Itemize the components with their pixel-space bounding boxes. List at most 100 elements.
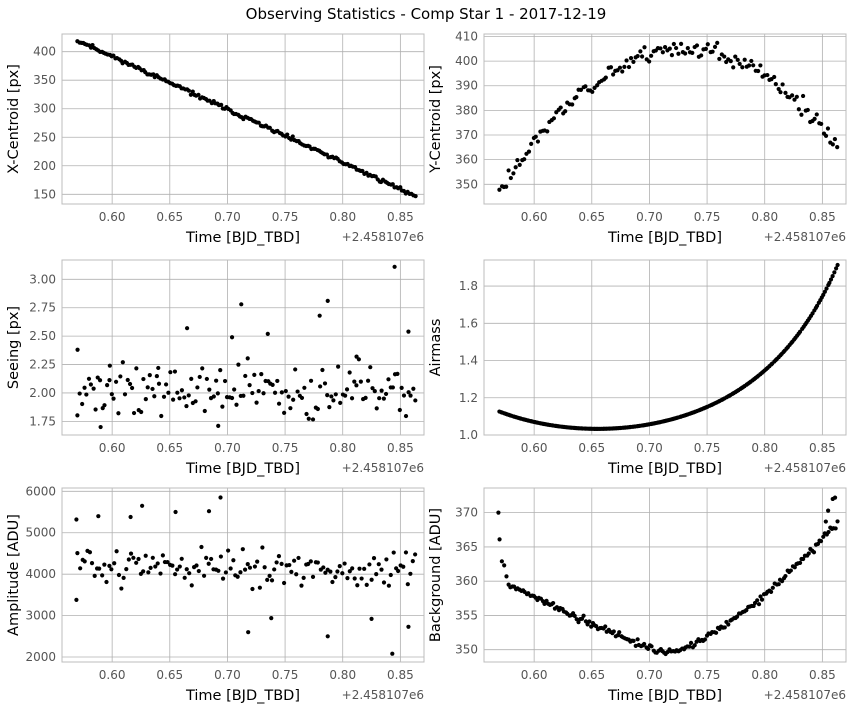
- data-point: [806, 108, 810, 112]
- data-point: [411, 559, 415, 563]
- data-point: [311, 575, 315, 579]
- x-tick-label: 0.70: [636, 441, 663, 455]
- data-point: [200, 366, 204, 370]
- x-tick-label: 0.75: [272, 441, 299, 455]
- data-point: [683, 51, 687, 55]
- data-point: [354, 383, 358, 387]
- data-point: [253, 564, 257, 568]
- data-point: [706, 42, 710, 46]
- y-tick-label: 370: [455, 506, 478, 520]
- data-point: [89, 382, 93, 386]
- data-point: [144, 554, 148, 558]
- data-point: [743, 58, 747, 62]
- data-point: [343, 394, 347, 398]
- data-point: [690, 51, 694, 55]
- data-point: [518, 163, 522, 167]
- data-point: [826, 509, 830, 513]
- x-tick-label: 0.60: [521, 668, 548, 682]
- data-point: [747, 63, 751, 67]
- y-tick-label: 1.0: [459, 428, 478, 442]
- data-point: [259, 372, 263, 376]
- data-point: [296, 389, 300, 393]
- data-point: [382, 397, 386, 401]
- data-point: [617, 630, 621, 634]
- data-point: [128, 382, 132, 386]
- data-point: [146, 385, 150, 389]
- data-point: [740, 65, 744, 69]
- figure-title: Observing Statistics - Comp Star 1 - 201…: [246, 5, 607, 23]
- x-tick-label: 0.80: [751, 668, 778, 682]
- data-point: [751, 63, 755, 67]
- data-point: [187, 571, 191, 575]
- x-tick-label: 0.80: [329, 441, 356, 455]
- data-point: [772, 75, 776, 79]
- data-point: [118, 374, 122, 378]
- data-point: [636, 637, 640, 641]
- x-tick-label: 0.85: [809, 210, 836, 224]
- data-point: [84, 392, 88, 396]
- data-point: [636, 54, 640, 58]
- data-point: [98, 378, 102, 382]
- data-point: [496, 511, 500, 515]
- data-point: [178, 564, 182, 568]
- data-point: [406, 582, 410, 586]
- data-point: [287, 563, 291, 567]
- data-point: [834, 526, 838, 530]
- data-point: [218, 368, 222, 372]
- data-point: [220, 405, 224, 409]
- data-point: [288, 406, 292, 410]
- data-point: [379, 568, 383, 572]
- data-point: [75, 551, 79, 555]
- y-tick-label: 150: [33, 187, 56, 201]
- data-point: [647, 59, 651, 63]
- y-tick-label: 410: [455, 29, 478, 43]
- data-point: [239, 302, 243, 306]
- data-point: [769, 590, 773, 594]
- data-point: [323, 381, 327, 385]
- data-point: [334, 392, 338, 396]
- x-offset-text: +2.458107e6: [342, 230, 424, 244]
- data-point: [205, 377, 209, 381]
- data-point: [157, 382, 161, 386]
- data-point: [404, 414, 408, 418]
- data-point: [353, 576, 357, 580]
- data-point: [309, 559, 313, 563]
- data-point: [396, 569, 400, 573]
- data-point: [389, 573, 393, 577]
- data-point: [726, 622, 730, 626]
- y-axis-label: Amplitude [ADU]: [6, 514, 22, 636]
- y-tick-label: 400: [33, 45, 56, 59]
- data-point: [366, 379, 370, 383]
- x-tick-label: 0.85: [809, 441, 836, 455]
- data-point: [368, 365, 372, 369]
- data-point: [294, 572, 298, 576]
- data-point: [141, 569, 145, 573]
- y-tick-label: 360: [455, 153, 478, 167]
- data-point: [224, 570, 228, 574]
- data-point: [390, 652, 394, 656]
- data-point: [603, 624, 607, 628]
- data-point: [183, 576, 187, 580]
- data-point: [194, 563, 198, 567]
- data-point: [689, 641, 693, 645]
- data-point: [90, 561, 94, 565]
- data-point: [75, 413, 79, 417]
- data-point: [783, 91, 787, 95]
- data-point: [360, 576, 364, 580]
- data-point: [121, 360, 125, 364]
- x-offset-text: +2.458107e6: [342, 461, 424, 475]
- data-point: [563, 109, 567, 113]
- data-point: [198, 375, 202, 379]
- data-point: [618, 66, 622, 70]
- data-point: [757, 602, 761, 606]
- data-point: [293, 367, 297, 371]
- data-point: [326, 634, 330, 638]
- data-point: [219, 554, 223, 558]
- data-point: [195, 385, 199, 389]
- data-point: [638, 49, 642, 53]
- data-point: [781, 82, 785, 86]
- data-point: [109, 567, 113, 571]
- data-point: [221, 577, 225, 581]
- data-point: [229, 566, 233, 570]
- data-point: [375, 406, 379, 410]
